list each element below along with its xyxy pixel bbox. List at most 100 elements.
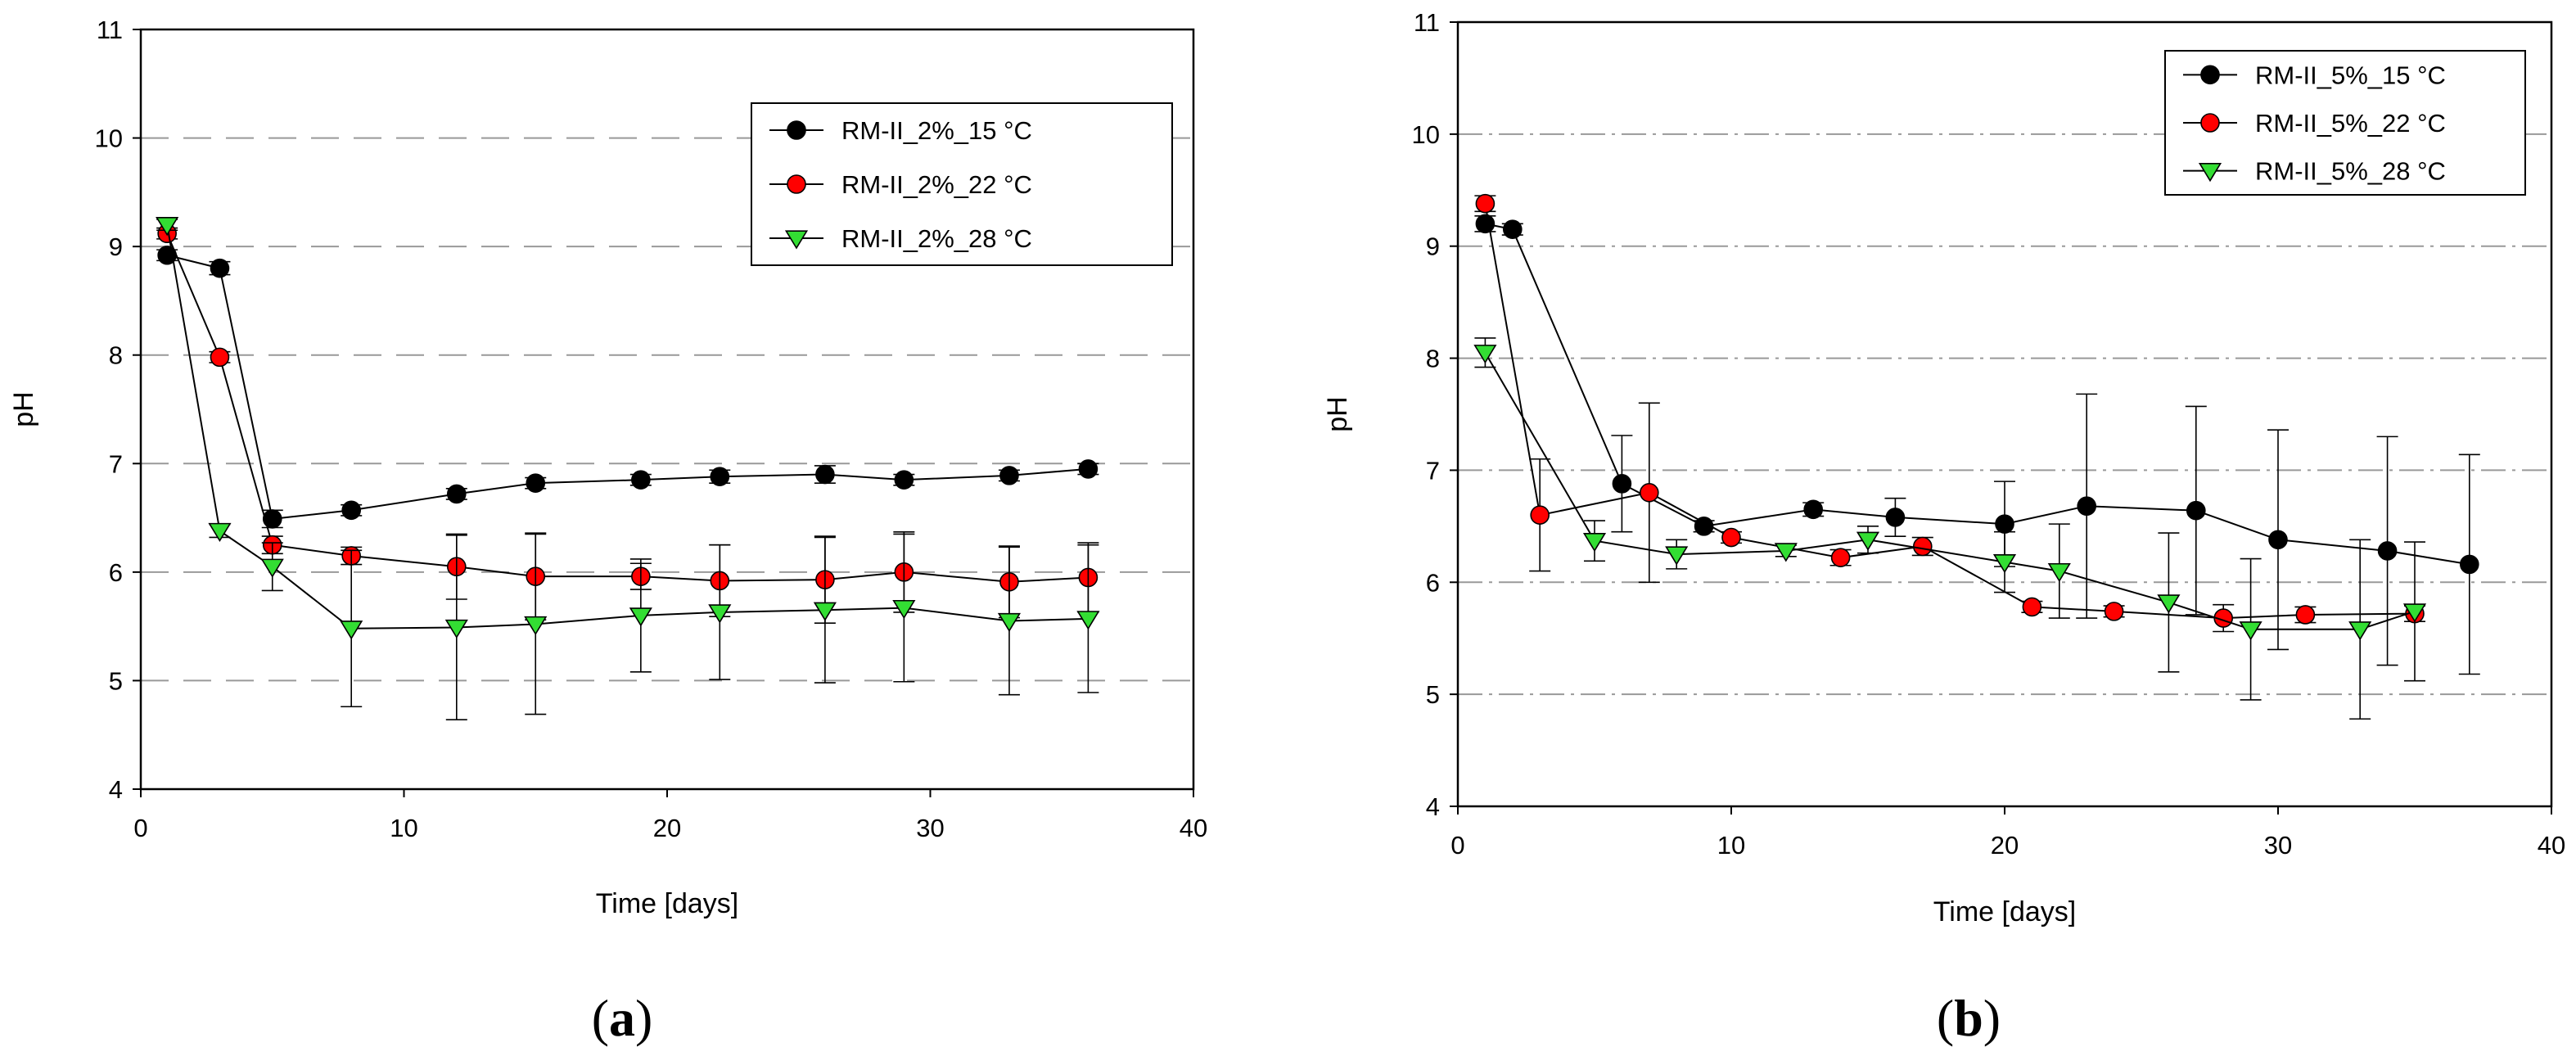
data-point [708,604,732,624]
data-point [210,347,230,368]
series-line [166,224,1089,630]
x-tick-label: 40 [2538,831,2565,860]
x-tick-label: 30 [2264,831,2292,860]
x-tick-label: 0 [1450,831,1464,860]
data-point [815,464,835,485]
chart-a: 4 5 6 7 8 9 10 11 0 10 20 30 40 Time [days] pH RM-II_2%… [8,16,1207,919]
legend-marker [2200,113,2220,133]
data-point [997,612,1022,633]
data-point [2460,554,2479,575]
data-point [446,484,467,504]
x-tick-label: 30 [916,814,944,842]
data-point [524,616,548,636]
x-tick-label: 40 [1180,814,1207,842]
y-tick-label: 6 [109,558,123,587]
y-axis-title: pH [8,391,39,426]
data-point [2348,621,2372,641]
data-point [2047,562,2071,583]
legend-label: RM-II_5%_28 °C [2255,157,2446,186]
data-point [710,467,730,486]
data-point [1582,532,1607,553]
data-point [2239,621,2262,641]
series-1 [1474,214,2480,675]
legend: RM-II_2%_15 °C RM-II_2%_22 °C RM-II_2%_28 … [751,102,1173,266]
data-point [1995,514,2014,534]
data-point [340,621,363,640]
legend-label: RM-II_2%_28 °C [841,224,1032,253]
series-line [1484,203,2416,620]
data-point [1830,548,1851,567]
data-point [2186,500,2206,521]
legend: RM-II_5%_15 °C RM-II_5%_22 °C RM-II_5%_28 … [2164,50,2526,196]
data-point [2157,594,2181,614]
legend-marker [787,120,806,140]
series-1 [156,245,1099,529]
panel-label-b: (b) [1937,989,2001,1047]
y-tick-label: 11 [97,16,123,44]
x-tick-label: 20 [1991,831,2019,860]
legend-label: RM-II_5%_22 °C [2255,109,2446,138]
legend-marker [2200,65,2220,85]
data-point [2104,602,2124,621]
panel-label-a: (a) [592,989,653,1047]
y-tick-label: 8 [1426,345,1440,373]
y-axis-title: pH [1322,396,1353,431]
data-point [2022,597,2042,617]
legend-marker [2198,163,2222,183]
data-point [2402,603,2427,623]
y-tick-label: 10 [95,124,123,153]
y-tick-label: 8 [109,341,123,370]
data-point [1856,531,1880,551]
data-point [2268,530,2288,550]
legend-label: RM-II_2%_15 °C [841,116,1032,145]
y-tick-label: 4 [1426,792,1440,821]
legend-label: RM-II_5%_15 °C [2255,61,2446,89]
data-point [1503,219,1523,239]
series-line [166,232,1089,583]
series-2 [1474,193,2425,633]
data-point [813,602,837,621]
data-point [1475,214,1496,234]
data-point [260,558,284,578]
series-3 [156,216,1100,720]
data-point [631,470,651,490]
data-point [1475,193,1496,214]
x-tick-label: 0 [133,814,147,842]
data-point [1913,536,1933,557]
legend-marker [784,230,809,250]
y-tick-label: 10 [1412,120,1440,149]
x-tick-label: 20 [653,814,681,842]
data-point [1694,517,1714,536]
data-point [1803,499,1823,520]
data-point [1885,508,1906,527]
data-point [262,509,282,529]
y-tick-label: 5 [109,666,123,695]
data-point [156,216,179,237]
data-point [1992,553,2017,574]
data-point [1078,459,1099,479]
data-point [444,619,468,639]
data-point [1612,474,1632,494]
data-point [1721,527,1741,548]
y-tick-label: 9 [109,232,123,261]
data-point [1774,543,1798,562]
data-point [210,258,230,278]
data-point [2077,496,2096,517]
x-tick-label: 10 [1717,831,1745,860]
data-point [892,599,916,620]
data-point [341,500,362,521]
y-tick-label: 9 [1426,232,1440,261]
data-point [2295,605,2316,625]
data-point [1473,345,1497,364]
series-line [1485,223,2470,566]
chart-b: 4 5 6 7 8 9 10 11 0 10 20 30 40 Time [days] pH RM-II_5%… [1322,8,2565,927]
y-tick-label: 6 [1426,568,1440,597]
y-tick-label: 7 [1426,456,1440,485]
data-point [526,473,546,493]
series-2 [156,223,1099,624]
series-line [166,254,1089,520]
data-point [2377,541,2398,561]
series-3 [1473,337,2427,720]
data-point [629,607,652,627]
